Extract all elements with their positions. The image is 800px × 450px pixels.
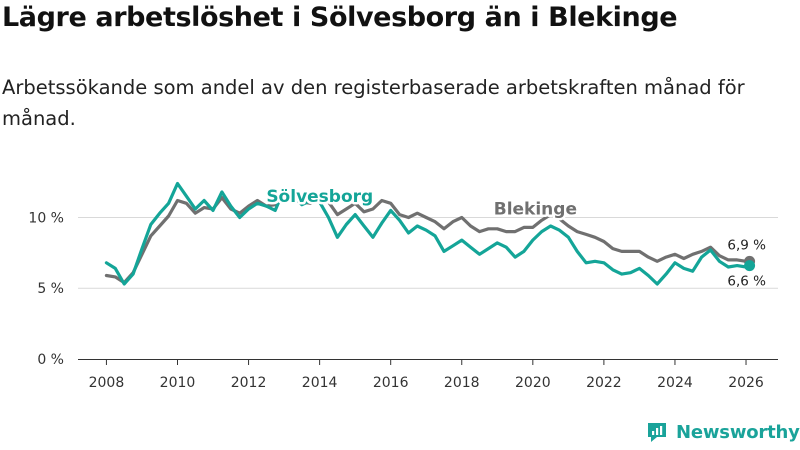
x-tick-label: 2024: [657, 375, 693, 391]
x-tick-label: 2022: [586, 375, 622, 391]
x-tick-label: 2020: [515, 375, 551, 391]
x-tick-label: 2012: [231, 375, 267, 391]
y-tick-label: 0 %: [37, 352, 64, 368]
series-labels: Blekinge Sölvesborg 6,9 % 6,6 %: [264, 184, 766, 290]
end-value-label-solvesborg: 6,6 %: [727, 274, 766, 290]
newsworthy-logo[interactable]: Newsworthy: [645, 420, 800, 444]
line-chart: 0 %5 %10 % 2008 2010 2012 2014 2016 2018 2020 2…: [28, 181, 778, 391]
series-end-marker-solvesborg: [744, 260, 756, 272]
series-line-blekinge: [104, 189, 752, 285]
series-label-solvesborg: Sölvesborg: [266, 187, 373, 207]
x-axis: 2008 2010 2012 2014 2016 2018 2020 2022 2024 2026: [78, 359, 778, 391]
x-tick-label: 2010: [160, 375, 196, 391]
grid-lines: [78, 216, 778, 289]
newsworthy-logo-icon: [648, 423, 666, 442]
chart-subtitle: Arbetssökande som andel av den registerb…: [2, 76, 745, 130]
x-tick-label: 2018: [444, 375, 480, 391]
y-tick-label: 10 %: [28, 210, 64, 226]
x-tick-label: 2016: [373, 375, 409, 391]
y-tick-label: 5 %: [37, 281, 64, 297]
x-tick-label: 2026: [728, 375, 764, 391]
brand-name: Newsworthy: [676, 421, 800, 443]
y-axis-tick-labels: 0 % 5 % 10 %: [28, 210, 64, 368]
x-tick-label: 2014: [302, 375, 338, 391]
series-label-blekinge: Blekinge: [494, 200, 577, 220]
chart-title: Lägre arbetslöshet i Sölvesborg än i Ble…: [2, 2, 678, 33]
series-line-solvesborg: [104, 181, 752, 286]
x-tick-label: 2008: [89, 375, 125, 391]
end-value-label-blekinge: 6,9 %: [727, 237, 766, 253]
series-lines: [104, 181, 756, 286]
